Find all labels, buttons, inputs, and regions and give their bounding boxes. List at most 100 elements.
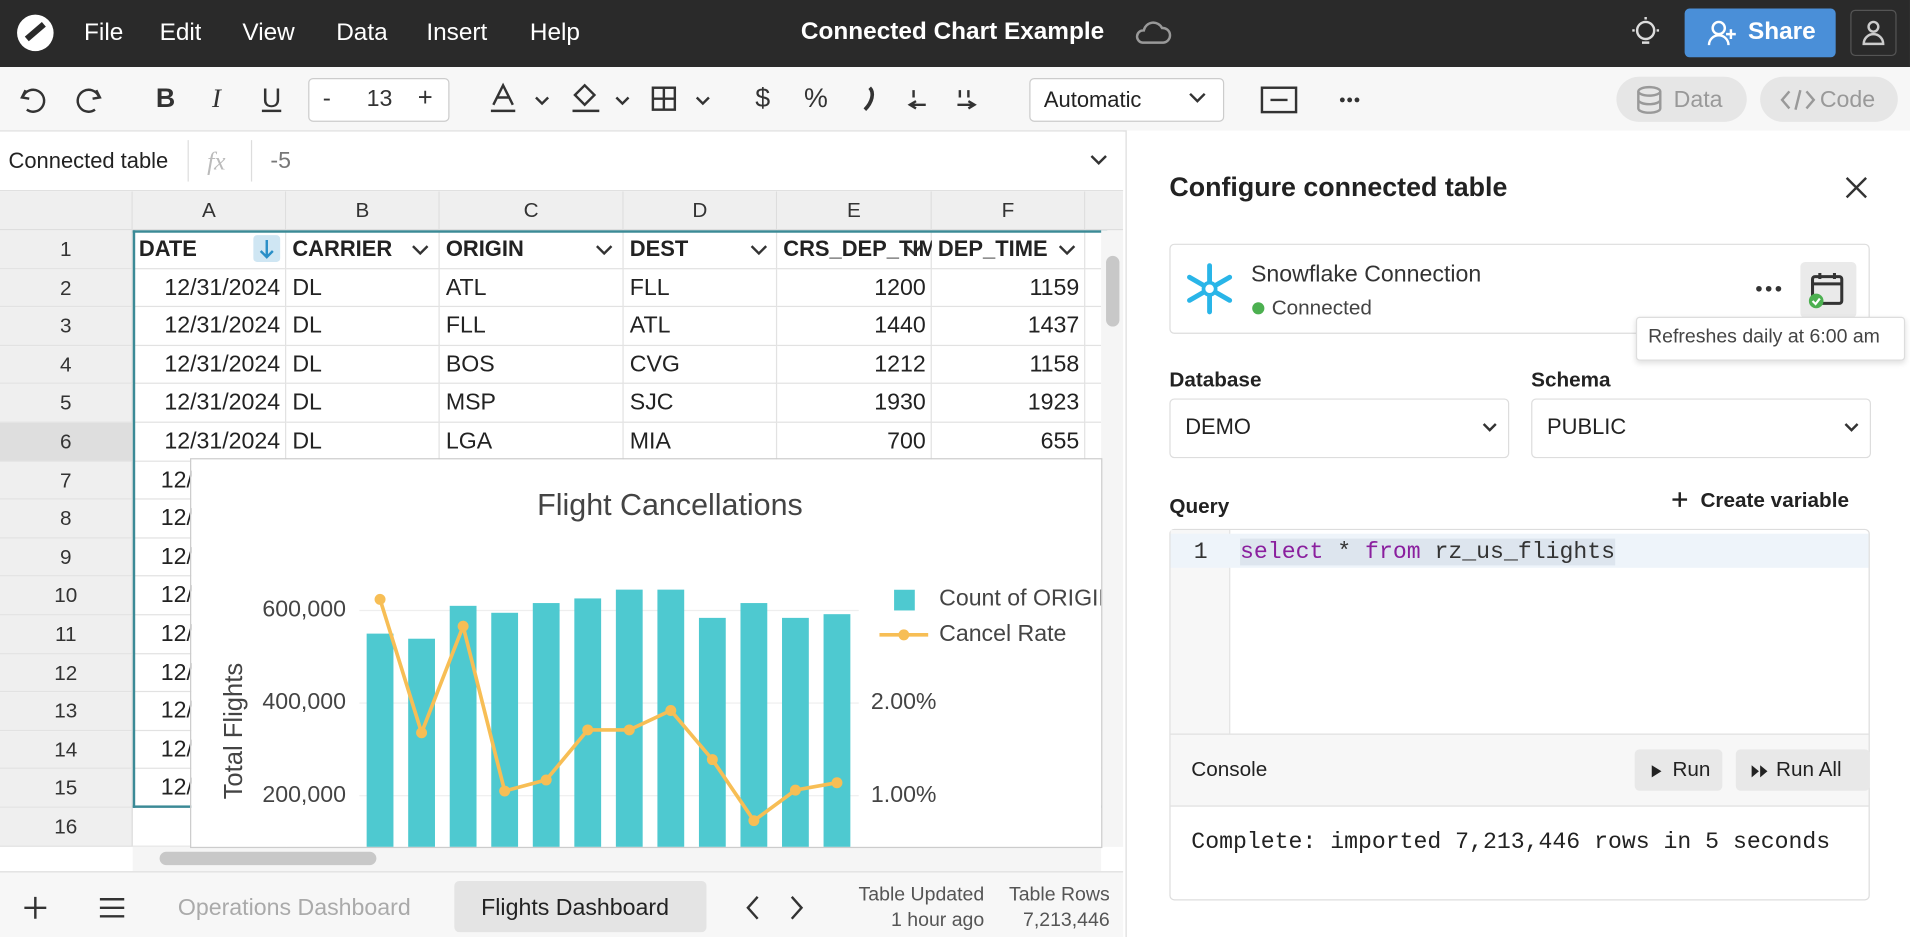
- menu-item[interactable]: View: [242, 19, 295, 47]
- menu-item[interactable]: Insert: [426, 19, 488, 47]
- user-button[interactable]: [1850, 9, 1897, 57]
- row-header[interactable]: 2: [0, 268, 133, 308]
- cell[interactable]: FLL: [445, 313, 486, 339]
- font-size-minus[interactable]: -: [322, 85, 331, 113]
- row-header[interactable]: 13: [0, 692, 133, 731]
- cell[interactable]: 1923: [1027, 390, 1080, 416]
- cell[interactable]: 12/: [160, 698, 193, 725]
- cell[interactable]: LGA: [445, 428, 493, 455]
- cell[interactable]: 12/31/2024: [164, 313, 281, 339]
- table-header-cell[interactable]: DEP_TIME: [937, 236, 1048, 261]
- cell-bg[interactable]: [623, 268, 778, 308]
- cell-bg[interactable]: [286, 230, 440, 269]
- cell[interactable]: ATL: [445, 274, 487, 301]
- create-variable[interactable]: Create variable: [1700, 488, 1849, 512]
- row-header[interactable]: 16: [0, 807, 133, 847]
- cell[interactable]: 12/: [160, 621, 193, 648]
- cell-bg[interactable]: [931, 384, 1086, 423]
- row-header[interactable]: 12: [0, 653, 133, 693]
- name-box[interactable]: Connected table: [8, 148, 169, 174]
- cell-bg[interactable]: [132, 384, 287, 423]
- cell[interactable]: 1158: [1029, 351, 1080, 378]
- cell-bg[interactable]: [777, 230, 932, 269]
- sheet-controls[interactable]: [19, 893, 136, 922]
- cell-bg[interactable]: [623, 230, 778, 269]
- share-button[interactable]: [1684, 8, 1836, 58]
- more-icons[interactable]: [1260, 83, 1370, 117]
- cell-bg[interactable]: [777, 384, 932, 423]
- cell[interactable]: MIA: [629, 428, 671, 455]
- cell-bg[interactable]: [439, 307, 624, 346]
- cell[interactable]: 12/31/2024: [164, 428, 281, 455]
- font-size[interactable]: 13: [366, 86, 393, 113]
- cell-bg[interactable]: [931, 307, 1086, 346]
- cell-bg[interactable]: [286, 268, 440, 308]
- cell[interactable]: CVG: [629, 351, 680, 378]
- column-header[interactable]: A: [132, 191, 287, 231]
- cell-bg[interactable]: [439, 230, 624, 269]
- cell[interactable]: 12/: [160, 544, 193, 571]
- row-header[interactable]: 10: [0, 576, 133, 616]
- cell-bg[interactable]: [777, 307, 932, 346]
- chart[interactable]: Flight Cancellations Total Flights 200,0…: [190, 458, 1103, 849]
- cell-bg[interactable]: [286, 384, 440, 423]
- row-header[interactable]: 11: [0, 615, 133, 654]
- cell-bg[interactable]: [132, 268, 287, 308]
- cell-bg[interactable]: [439, 384, 624, 423]
- cell[interactable]: SJC: [629, 390, 674, 416]
- percent-button[interactable]: %: [803, 82, 828, 114]
- vertical-scrollbar[interactable]: [1101, 230, 1124, 847]
- cell-bg[interactable]: [777, 345, 932, 385]
- cell[interactable]: DL: [292, 274, 322, 301]
- row-header[interactable]: 6: [0, 422, 133, 462]
- active-tab[interactable]: [454, 880, 707, 933]
- cell[interactable]: DL: [292, 428, 322, 455]
- document-title[interactable]: Connected Chart Example: [800, 18, 1105, 46]
- cell[interactable]: 12/: [160, 736, 193, 763]
- cell[interactable]: 655: [1040, 428, 1080, 455]
- row-header[interactable]: 1: [0, 230, 133, 269]
- currency-button[interactable]: $: [755, 82, 771, 114]
- cell[interactable]: BOS: [445, 351, 495, 378]
- cell-bg[interactable]: [132, 307, 287, 346]
- cell[interactable]: DL: [292, 313, 322, 339]
- bold-button[interactable]: B: [155, 82, 176, 114]
- formula-value[interactable]: -5: [270, 148, 292, 175]
- cell-bg[interactable]: [623, 307, 778, 346]
- cell-bg[interactable]: [439, 345, 624, 385]
- run-button[interactable]: [1634, 749, 1723, 791]
- decimal-icons[interactable]: [853, 80, 999, 119]
- cell[interactable]: DL: [292, 351, 322, 378]
- cell-bg[interactable]: [931, 268, 1086, 308]
- column-header[interactable]: C: [439, 191, 624, 231]
- row-header[interactable]: 4: [0, 345, 133, 385]
- table-header-cell[interactable]: DATE: [138, 236, 197, 261]
- cell[interactable]: 12/: [160, 582, 193, 609]
- cell[interactable]: 12/31/2024: [164, 351, 281, 378]
- cell[interactable]: 12/: [160, 505, 193, 532]
- menu-item[interactable]: Data: [336, 19, 388, 47]
- cell[interactable]: 1200: [874, 274, 926, 301]
- cell[interactable]: 1212: [874, 351, 926, 378]
- italic-button[interactable]: I: [211, 82, 221, 114]
- table-header-cell[interactable]: DEST: [629, 236, 689, 261]
- cell-bg[interactable]: [439, 268, 624, 308]
- more-button[interactable]: [1752, 278, 1786, 300]
- sheet-tab[interactable]: Operations Dashboard: [177, 895, 411, 922]
- cell-bg[interactable]: [931, 230, 1086, 269]
- run-all-button[interactable]: [1735, 749, 1870, 791]
- row-header[interactable]: 3: [0, 307, 133, 346]
- row-header[interactable]: 5: [0, 384, 133, 423]
- cell[interactable]: 1159: [1029, 274, 1080, 301]
- cell[interactable]: 1440: [874, 313, 926, 339]
- cell[interactable]: 700: [887, 428, 926, 455]
- row-header[interactable]: 7: [0, 461, 133, 500]
- logo[interactable]: [15, 12, 56, 53]
- scroll-thumb[interactable]: [159, 851, 377, 866]
- cell-bg[interactable]: [623, 345, 778, 385]
- cell[interactable]: FLL: [629, 274, 670, 301]
- row-header[interactable]: 15: [0, 769, 133, 808]
- close-button[interactable]: [1843, 174, 1870, 201]
- cell[interactable]: 1930: [874, 390, 926, 416]
- cell-bg[interactable]: [286, 307, 440, 346]
